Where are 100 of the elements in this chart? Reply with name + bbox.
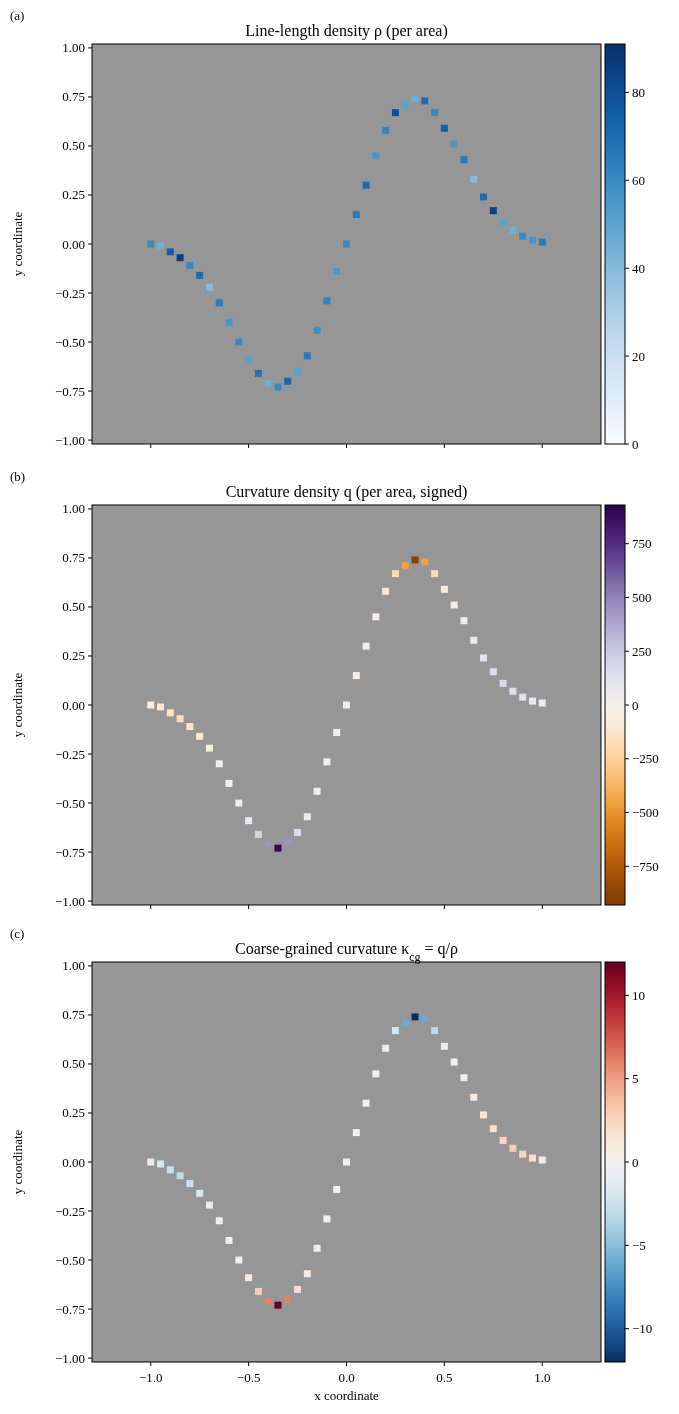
y-tick-label: −0.50 [54,795,85,811]
point [245,356,253,364]
y-tick-label: 0.00 [62,1154,85,1170]
y-tick-label: 0.25 [62,187,85,203]
point [519,232,527,240]
point [499,1136,507,1144]
point [519,693,527,701]
y-tick-label: 0.00 [62,236,85,252]
point [362,1099,370,1107]
text: (b) [10,469,26,484]
point [215,1217,223,1225]
point [460,156,468,164]
point [421,1015,429,1023]
point [205,744,213,752]
point [411,1013,419,1021]
point [157,1160,165,1168]
point [372,152,380,160]
point [196,732,204,740]
color-bar-label: 40 [632,260,645,276]
point [245,817,253,825]
point [284,377,292,385]
point [166,709,174,717]
point [264,840,272,848]
point [499,218,507,226]
point [333,267,341,275]
point [254,369,262,377]
point [450,601,458,609]
point [205,1201,213,1209]
point [538,1156,546,1164]
point [440,124,448,132]
color-bar-label: 80 [632,84,645,100]
point [294,367,302,375]
point [470,636,478,644]
point [460,617,468,625]
point [264,379,272,387]
point [284,838,292,846]
point [382,126,390,134]
point [264,1297,272,1305]
point [480,654,488,662]
point [313,326,321,334]
color-bar-label: 20 [632,348,645,364]
y-tick-label: −0.50 [54,1252,85,1268]
point [176,1172,184,1180]
point [391,1027,399,1035]
point [274,1301,282,1309]
color-bar-label: 10 [632,987,645,1003]
color-bar-label: 0 [632,436,639,452]
point [421,558,429,566]
y-tick-label: 0.75 [62,1007,85,1023]
color-bar-label: 750 [632,536,652,552]
point [401,1019,409,1027]
y-tick-label: −1.00 [54,1350,85,1366]
color-bar-label: 60 [632,172,645,188]
point [489,1125,497,1133]
point [382,587,390,595]
y-tick-label: −0.50 [54,334,85,350]
point [235,338,243,346]
point [186,262,194,270]
point [313,1244,321,1252]
y-tick-label: 0.25 [62,648,85,664]
point [245,1274,253,1282]
point [538,699,546,707]
point [176,715,184,723]
point [470,1093,478,1101]
point [411,95,419,103]
point [147,240,155,248]
point [421,97,429,105]
y-tick-label: 0.50 [62,1056,85,1072]
color-bar-label: −500 [632,805,659,821]
point [254,1287,262,1295]
x-tick-label: 0.5 [436,1370,453,1385]
point [186,1180,194,1188]
y-tick-label: 1.00 [62,40,85,56]
point [431,109,439,117]
color-bar-label: 0 [632,1154,639,1170]
point [372,613,380,621]
point [323,1215,331,1223]
y-axis-title: y coordinate [10,1129,25,1195]
x-tick-label: 0.0 [338,1370,355,1385]
y-axis-title: y coordinate [10,211,25,277]
point [509,687,517,695]
point [166,1166,174,1174]
y-tick-label: −0.25 [54,746,85,762]
point [528,697,536,705]
point [440,585,448,593]
y-tick-label: 0.50 [62,138,85,154]
text: (c) [10,926,25,941]
point [303,813,311,821]
y-axis-title: y coordinate [10,672,25,738]
point [303,1270,311,1278]
point [460,1074,468,1082]
y-tick-label: −0.25 [54,285,85,301]
point [352,672,360,680]
point [176,254,184,262]
point [480,1111,488,1119]
y-tick-label: −1.00 [54,432,85,448]
y-tick-label: 0.25 [62,1105,85,1121]
color-bar-label: 5 [632,1071,639,1087]
chart-title: Coarse-grained curvature κ$_{cg}$ = q/ρ [235,940,459,964]
point [450,140,458,148]
